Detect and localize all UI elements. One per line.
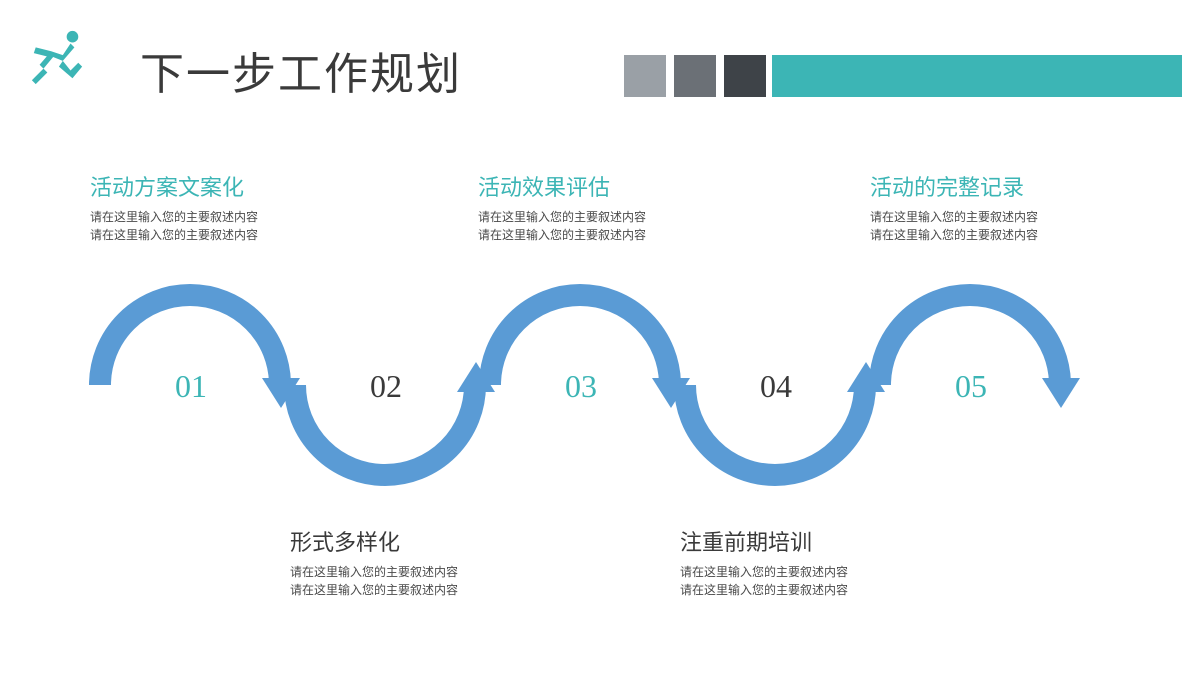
step-desc-line2: 请在这里输入您的主要叙述内容	[478, 226, 718, 244]
step-number-04: 04	[760, 368, 792, 405]
step-number-05: 05	[955, 368, 987, 405]
step-title: 活动方案文案化	[90, 170, 330, 202]
decorative-blocks	[624, 55, 766, 97]
step-05: 活动的完整记录 请在这里输入您的主要叙述内容 请在这里输入您的主要叙述内容	[870, 170, 1110, 244]
step-desc-line2: 请在这里输入您的主要叙述内容	[90, 226, 330, 244]
step-title: 注重前期培训	[680, 525, 920, 557]
step-desc-line2: 请在这里输入您的主要叙述内容	[870, 226, 1110, 244]
step-title: 活动的完整记录	[870, 170, 1110, 202]
block-2	[674, 55, 716, 97]
step-number-03: 03	[565, 368, 597, 405]
step-desc-line2: 请在这里输入您的主要叙述内容	[290, 581, 530, 599]
step-04: 注重前期培训 请在这里输入您的主要叙述内容 请在这里输入您的主要叙述内容	[680, 525, 920, 599]
step-desc-line1: 请在这里输入您的主要叙述内容	[680, 563, 920, 581]
step-02: 形式多样化 请在这里输入您的主要叙述内容 请在这里输入您的主要叙述内容	[290, 525, 530, 599]
step-desc-line1: 请在这里输入您的主要叙述内容	[478, 208, 718, 226]
step-03: 活动效果评估 请在这里输入您的主要叙述内容 请在这里输入您的主要叙述内容	[478, 170, 718, 244]
slide-header: 下一步工作规划	[0, 20, 1200, 110]
step-desc-line1: 请在这里输入您的主要叙述内容	[290, 563, 530, 581]
step-desc-line2: 请在这里输入您的主要叙述内容	[680, 581, 920, 599]
step-title: 活动效果评估	[478, 170, 718, 202]
step-01: 活动方案文案化 请在这里输入您的主要叙述内容 请在这里输入您的主要叙述内容	[90, 170, 330, 244]
block-1	[624, 55, 666, 97]
serpentine-flow-diagram: 01 02 03 04 05 活动方案文案化 请在这里输入您的主要叙述内容 请在…	[60, 150, 1140, 630]
step-number-01: 01	[175, 368, 207, 405]
step-desc-line1: 请在这里输入您的主要叙述内容	[90, 208, 330, 226]
runner-logo-icon	[28, 28, 86, 86]
step-title: 形式多样化	[290, 525, 530, 557]
step-desc-line1: 请在这里输入您的主要叙述内容	[870, 208, 1110, 226]
slide-title: 下一步工作规划	[140, 38, 462, 102]
accent-bar	[772, 55, 1182, 97]
step-number-02: 02	[370, 368, 402, 405]
block-3	[724, 55, 766, 97]
